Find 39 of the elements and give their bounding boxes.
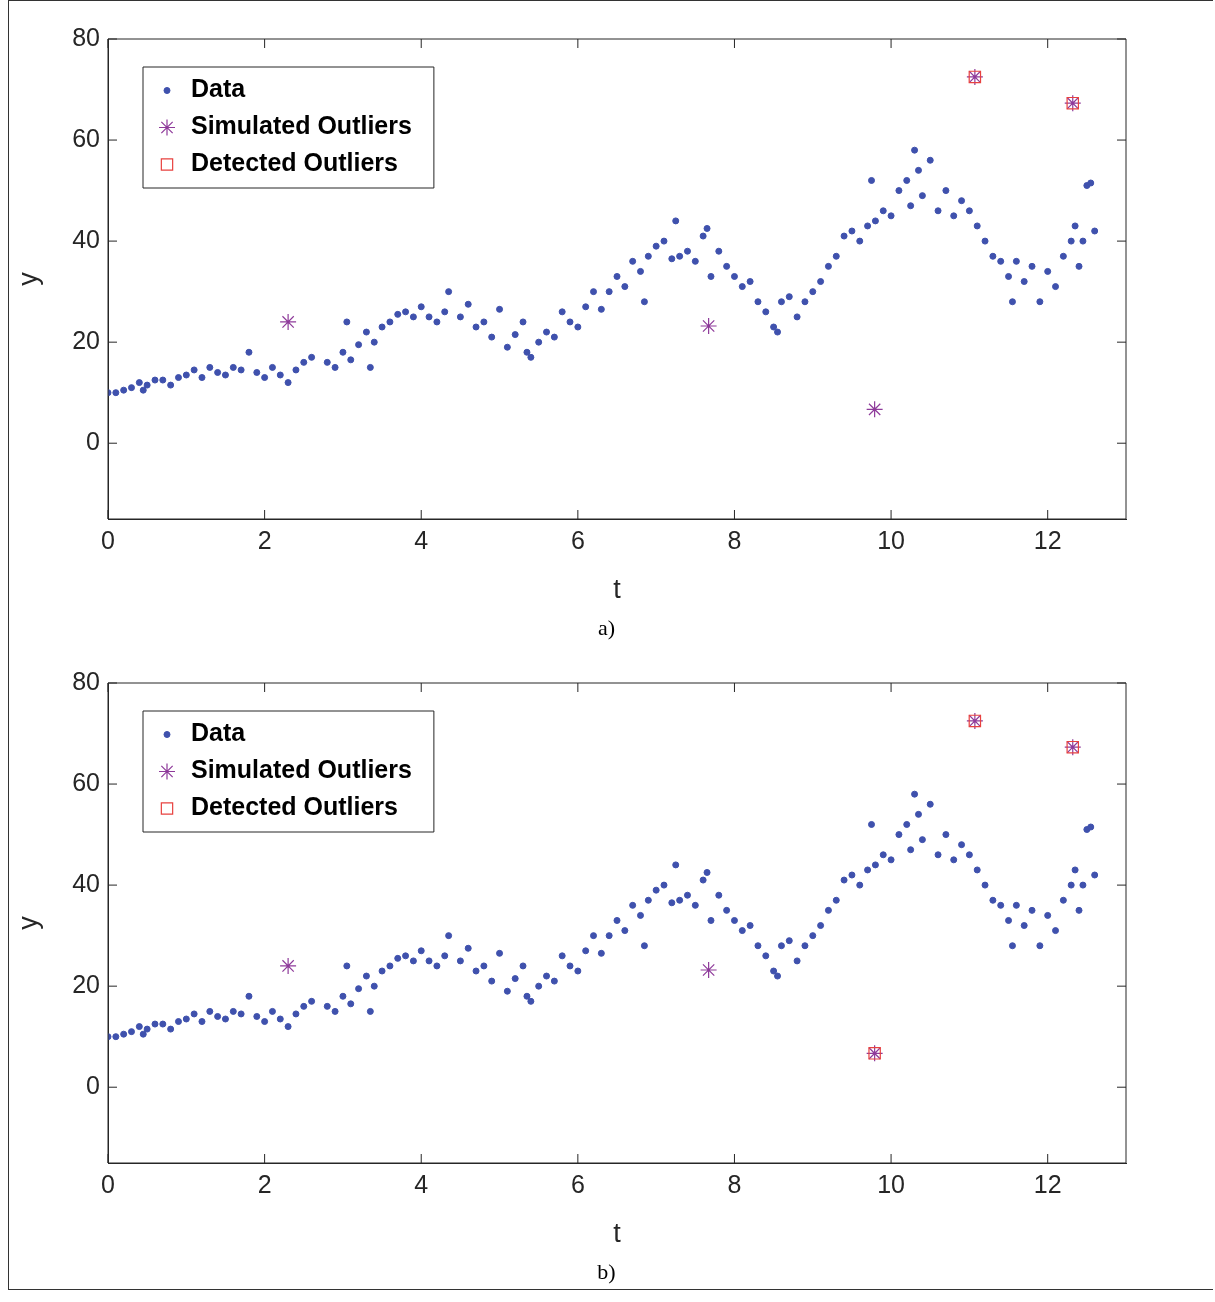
y-tick-label: 60 (72, 767, 100, 796)
text: b) (596, 1258, 617, 1286)
legend-label: Simulated Outliers (191, 755, 412, 784)
y-tick-label: 80 (72, 22, 100, 51)
x-tick-label: 12 (1033, 525, 1062, 554)
y-tick-label: 0 (86, 427, 100, 456)
point (866, 400, 884, 418)
text: a) (596, 614, 617, 642)
y-tick-label: 20 (72, 326, 100, 355)
legend-label: Data (191, 718, 247, 747)
x-tick-label: 4 (414, 1169, 429, 1198)
x-tick-label: 8 (727, 525, 742, 554)
legend-label: Data (191, 74, 247, 103)
x-tick-label: 10 (877, 1169, 905, 1198)
y-tick-label: 40 (72, 225, 100, 253)
y-tick-label: 20 (72, 970, 100, 999)
legend-label: Detected Outliers (191, 148, 399, 177)
x-tick-label: 12 (1033, 1169, 1062, 1198)
y-tick-label: 0 (86, 1071, 100, 1100)
x-tick-label: 2 (257, 525, 272, 554)
legend-label: Detected Outliers (191, 792, 399, 821)
x-axis-title: t (613, 1218, 622, 1249)
y-tick-label: 80 (72, 666, 100, 695)
x-axis-title: t (613, 574, 622, 605)
y-axis-title: y (12, 271, 43, 286)
x-tick-label: 10 (877, 525, 905, 554)
y-tick-label: 40 (72, 869, 100, 897)
x-tick-label: 8 (727, 1169, 742, 1198)
point (700, 961, 718, 979)
x-tick-label: 6 (570, 1169, 585, 1198)
y-axis-title: y (12, 915, 43, 930)
y-tick-label: 60 (72, 123, 100, 152)
point (279, 313, 297, 331)
point (700, 317, 718, 335)
x-tick-label: 2 (257, 1169, 272, 1198)
point (279, 957, 297, 975)
legend-label: Simulated Outliers (191, 111, 412, 140)
x-tick-label: 4 (414, 525, 429, 554)
x-tick-label: 6 (570, 525, 585, 554)
